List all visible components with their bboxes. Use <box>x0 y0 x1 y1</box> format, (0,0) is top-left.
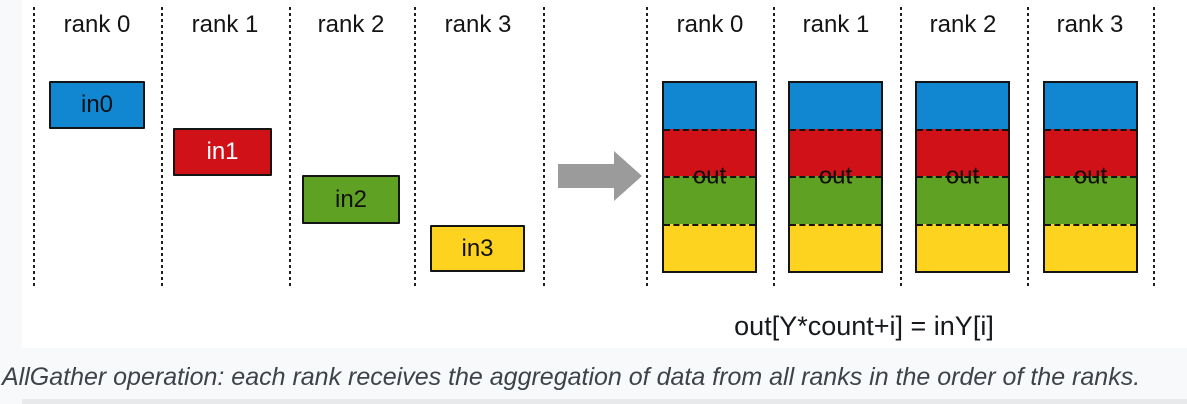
out-segment-yellow <box>790 223 881 271</box>
out-segment-red <box>664 128 755 176</box>
right-arrow-icon <box>558 150 642 202</box>
out-segment-blue <box>664 83 755 129</box>
left-rank-2-label: rank 2 <box>317 11 385 38</box>
right-rank-1-label: rank 1 <box>802 11 870 38</box>
out-segment-green <box>790 176 881 224</box>
out-segment-yellow <box>1045 223 1136 271</box>
right-rank-3-label: rank 3 <box>1056 11 1124 38</box>
rank-separator-line <box>900 7 902 286</box>
output-buffer-rank2: out <box>915 81 1010 273</box>
out-segment-yellow <box>664 223 755 271</box>
allgather-figure: rank 0 rank 1 rank 2 rank 3 rank 0 rank … <box>22 0 1187 348</box>
input-buffer-in0: in0 <box>49 81 145 129</box>
rank-separator-line <box>414 7 416 286</box>
allgather-formula: out[Y*count+i] = inY[i] <box>734 311 994 341</box>
rank-separator-line <box>646 7 648 286</box>
left-rank-0-label: rank 0 <box>63 11 131 38</box>
rank-separator-line <box>161 7 163 286</box>
out-segment-red <box>1045 128 1136 176</box>
out-segment-blue <box>1045 83 1136 129</box>
out-segment-green <box>664 176 755 224</box>
next-figure-edge <box>22 399 1187 404</box>
out-segment-green <box>917 176 1008 224</box>
left-rank-1-label: rank 1 <box>191 11 259 38</box>
out-segment-red <box>917 128 1008 176</box>
out-segment-blue <box>917 83 1008 129</box>
figure-caption: AllGather operation: each rank receives … <box>2 363 1141 391</box>
out-label: out <box>945 162 980 190</box>
output-buffer-rank0: out <box>662 81 757 273</box>
out-segment-red <box>790 128 881 176</box>
input-buffer-in3: in3 <box>430 225 525 272</box>
input-buffer-in1: in1 <box>173 128 272 176</box>
rank-separator-line <box>289 7 291 286</box>
rank-separator-line <box>543 7 545 286</box>
out-segment-green <box>1045 176 1136 224</box>
rank-separator-line <box>773 7 775 286</box>
out-segment-yellow <box>917 223 1008 271</box>
output-buffer-rank1: out <box>788 81 883 273</box>
right-rank-2-label: rank 2 <box>929 11 997 38</box>
output-buffer-rank3: out <box>1043 81 1138 273</box>
right-rank-0-label: rank 0 <box>676 11 744 38</box>
out-label: out <box>692 162 727 190</box>
rank-separator-line <box>1027 7 1029 286</box>
out-label: out <box>1073 162 1108 190</box>
left-rank-3-label: rank 3 <box>444 11 512 38</box>
out-label: out <box>818 162 853 190</box>
rank-separator-line <box>1153 7 1155 286</box>
out-segment-blue <box>790 83 881 129</box>
input-buffer-in2: in2 <box>302 175 400 224</box>
rank-separator-line <box>33 7 35 286</box>
